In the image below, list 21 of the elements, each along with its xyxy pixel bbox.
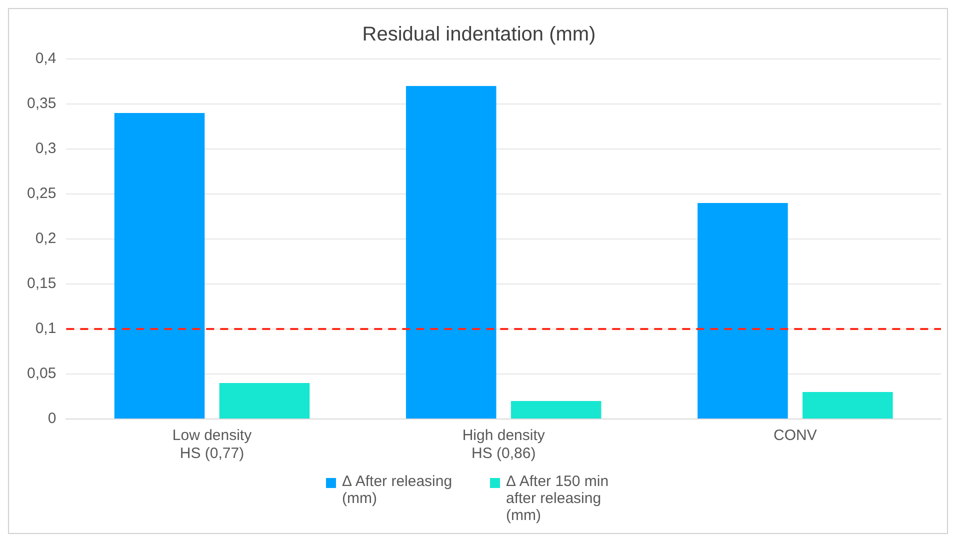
- x-tick-label: Low density HS (0,77): [172, 427, 252, 462]
- y-tick-label: 0,35: [26, 95, 56, 112]
- y-tick-label: 0,05: [26, 365, 56, 382]
- y-tick-label: 0,25: [26, 185, 56, 202]
- y-tick-label: 0,3: [35, 140, 56, 158]
- chart-title: Residual indentation (mm): [362, 24, 596, 46]
- legend-label: Δ After releasing (mm): [342, 473, 454, 507]
- bar: [114, 113, 205, 418]
- y-tick-label: 0,2: [35, 230, 56, 248]
- bar: [698, 203, 788, 418]
- y-tick-label: 0,4: [35, 50, 56, 68]
- bar: [406, 86, 496, 418]
- x-tick-label: CONV: [774, 427, 817, 444]
- y-tick-label: 0,1: [35, 320, 56, 338]
- x-tick-label: High density HS (0,86): [462, 427, 546, 462]
- legend-label: Δ After 150 min after releasing (mm): [506, 473, 610, 524]
- bar: [219, 383, 310, 418]
- bar: [802, 392, 893, 418]
- y-tick-label: 0: [48, 410, 56, 428]
- bar: [510, 401, 602, 418]
- y-tick-label: 0,15: [26, 275, 56, 292]
